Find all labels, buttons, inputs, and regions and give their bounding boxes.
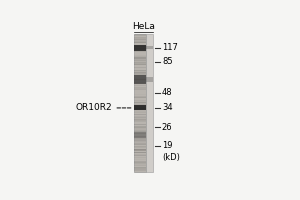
Text: 48: 48 bbox=[162, 88, 172, 97]
Text: 26: 26 bbox=[162, 123, 172, 132]
Text: HeLa: HeLa bbox=[132, 22, 155, 31]
Text: OR10R2: OR10R2 bbox=[75, 103, 112, 112]
Text: 34: 34 bbox=[162, 103, 172, 112]
Text: 117: 117 bbox=[162, 43, 178, 52]
Text: 85: 85 bbox=[162, 57, 172, 66]
Bar bbox=[146, 34, 153, 172]
Text: 19: 19 bbox=[162, 141, 172, 150]
Bar bbox=[134, 34, 146, 172]
Text: (kD): (kD) bbox=[162, 153, 180, 162]
